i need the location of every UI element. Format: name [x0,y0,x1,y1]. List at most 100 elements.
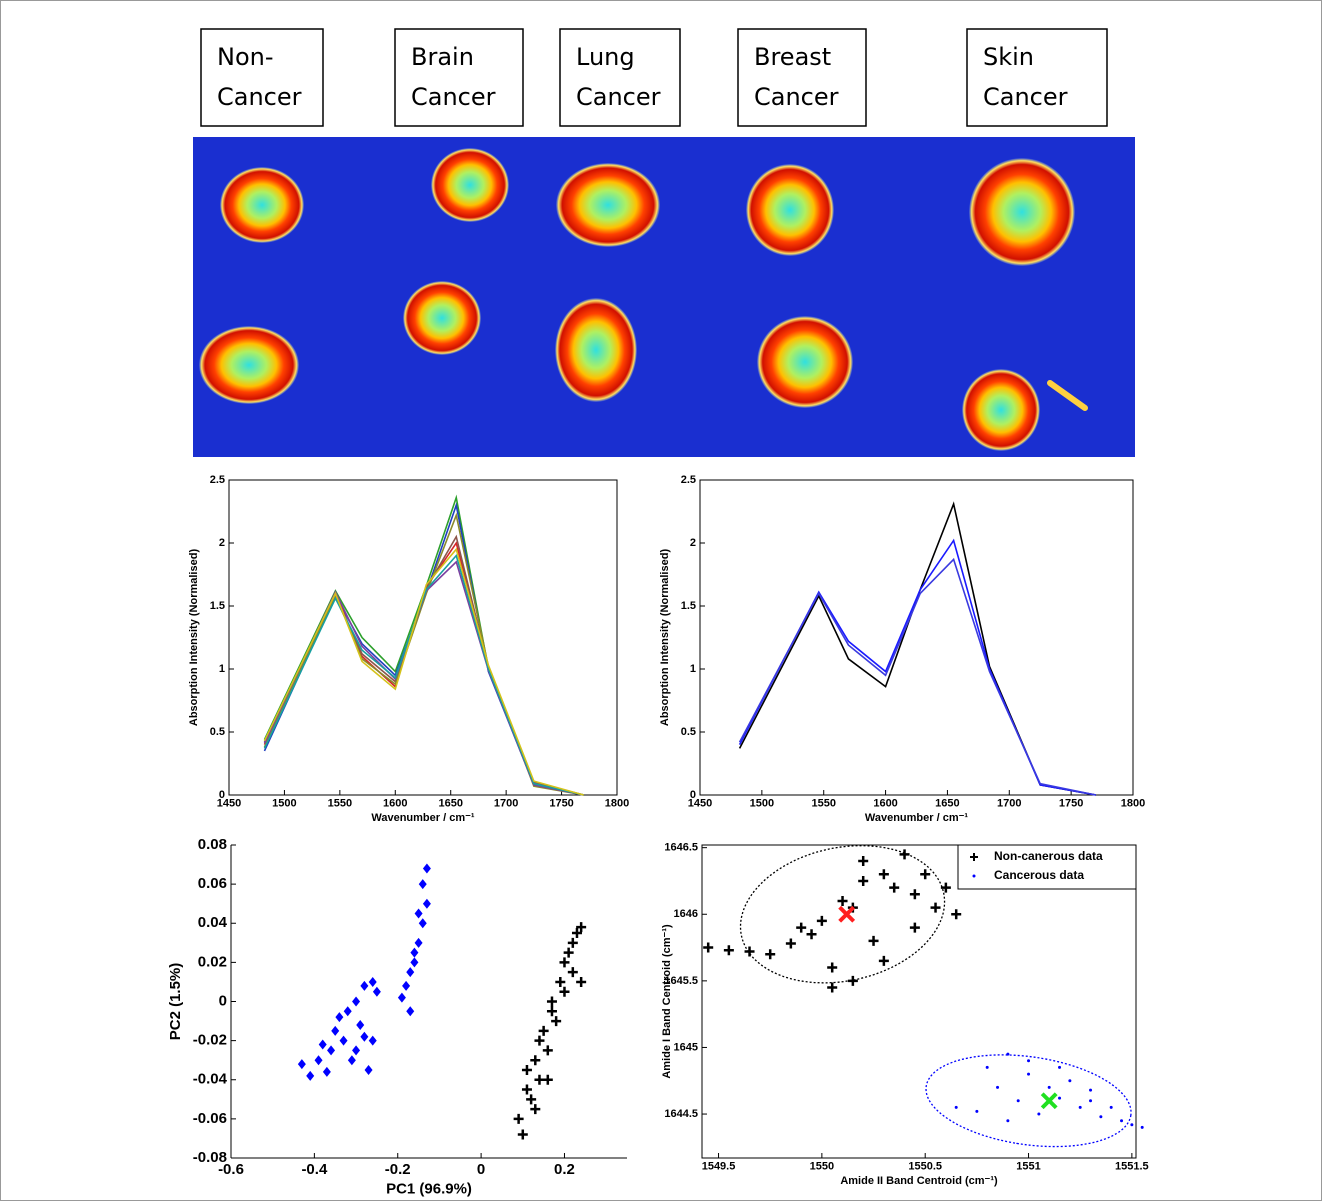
point [368,976,377,987]
y-axis-label: Amide I Band Centroid (cm⁻¹) [661,924,673,1079]
point [521,1064,532,1075]
point [402,980,411,991]
y-tick-label: 0.06 [198,875,227,892]
point [744,946,755,957]
point [534,1035,545,1046]
x-tick-label: 1800 [605,798,629,810]
droplet [431,148,509,222]
y-tick-label: 1.5 [210,600,225,612]
point [347,1055,356,1066]
point [847,975,858,986]
point [542,1045,553,1056]
x-tick-label: 1600 [873,798,897,810]
point [414,908,423,919]
x-tick-label: 1550 [328,798,352,810]
point [1016,1099,1020,1103]
point [410,947,419,958]
x-tick-label: -0.2 [385,1161,411,1178]
point [551,1016,562,1027]
point [327,1045,336,1056]
point [878,869,889,880]
x-tick-label: 1450 [217,798,241,810]
point [1140,1125,1144,1129]
point [576,922,587,933]
point [542,1074,553,1085]
sample-label: Cancer [983,83,1068,111]
point [920,869,931,880]
point [796,922,807,933]
point [996,1085,1000,1089]
point [1006,1052,1010,1056]
point [816,915,827,926]
point [1109,1105,1113,1109]
point [703,942,714,953]
point [422,863,431,874]
y-tick-label: 2 [219,537,225,549]
sample-labels: Non- Cancer Brain Cancer Lung Cancer Breast Can… [200,28,1108,127]
legend-marker [970,853,978,861]
point [331,1025,340,1036]
sample-label: Lung [576,43,635,71]
point [975,1109,979,1113]
legend-marker [972,874,976,878]
spectrum-line [263,502,584,796]
y-tick-label: 1.5 [681,600,696,612]
y-tick-label: 0.04 [198,914,228,931]
point [1006,1119,1010,1123]
point [352,1045,361,1056]
point [567,967,578,978]
point [418,918,427,929]
spectrum-line [738,538,1097,796]
y-tick-label: -0.06 [193,1110,227,1127]
x-tick-label: 1500 [750,798,774,810]
x-tick-label: 1650 [935,798,959,810]
x-tick-label: -0.6 [218,1161,244,1178]
y-tick-label: 0 [219,789,225,801]
axes-box [701,844,1137,1159]
point [414,937,423,948]
confidence-ellipse [925,1054,1132,1148]
droplet [962,369,1040,451]
x-tick-label: -0.4 [301,1161,328,1178]
point [406,1006,415,1017]
y-tick-label: -0.08 [193,1149,227,1166]
point [1089,1088,1093,1092]
droplet [220,167,304,243]
label-box [559,28,681,127]
point [343,1006,352,1017]
y-tick-label: 0.02 [198,953,227,970]
label-box [966,28,1108,127]
x-tick-label: 1551.5 [1115,1161,1149,1173]
droplet [199,326,299,404]
point [526,1094,537,1105]
y-tick-label: 2 [690,537,696,549]
point [827,962,838,973]
point [1047,1085,1051,1089]
point [909,889,920,900]
point [397,992,406,1003]
point [559,957,570,968]
x-tick-label: 1549.5 [702,1161,736,1173]
point [297,1059,306,1070]
point [567,937,578,948]
x-tick-label: 1700 [494,798,518,810]
point [858,855,869,866]
point [889,882,900,893]
point [858,875,869,886]
y-tick-label: 1 [219,663,225,675]
point [546,1006,557,1017]
sample-label: Non- [217,43,274,71]
droplet [403,281,481,355]
point [314,1055,323,1066]
point [513,1113,524,1124]
x-tick-label: 0 [477,1161,485,1178]
x-tick-label: 1800 [1121,798,1145,810]
y-tick-label: 0.5 [681,726,696,738]
point [563,947,574,958]
x-tick-label: 1550 [811,798,835,810]
x-axis-label: Amide II Band Centroid (cm⁻¹) [840,1175,998,1187]
y-tick-label: 1 [690,663,696,675]
y-tick-label: 0.08 [198,836,227,853]
y-tick-label: 0.5 [210,726,225,738]
